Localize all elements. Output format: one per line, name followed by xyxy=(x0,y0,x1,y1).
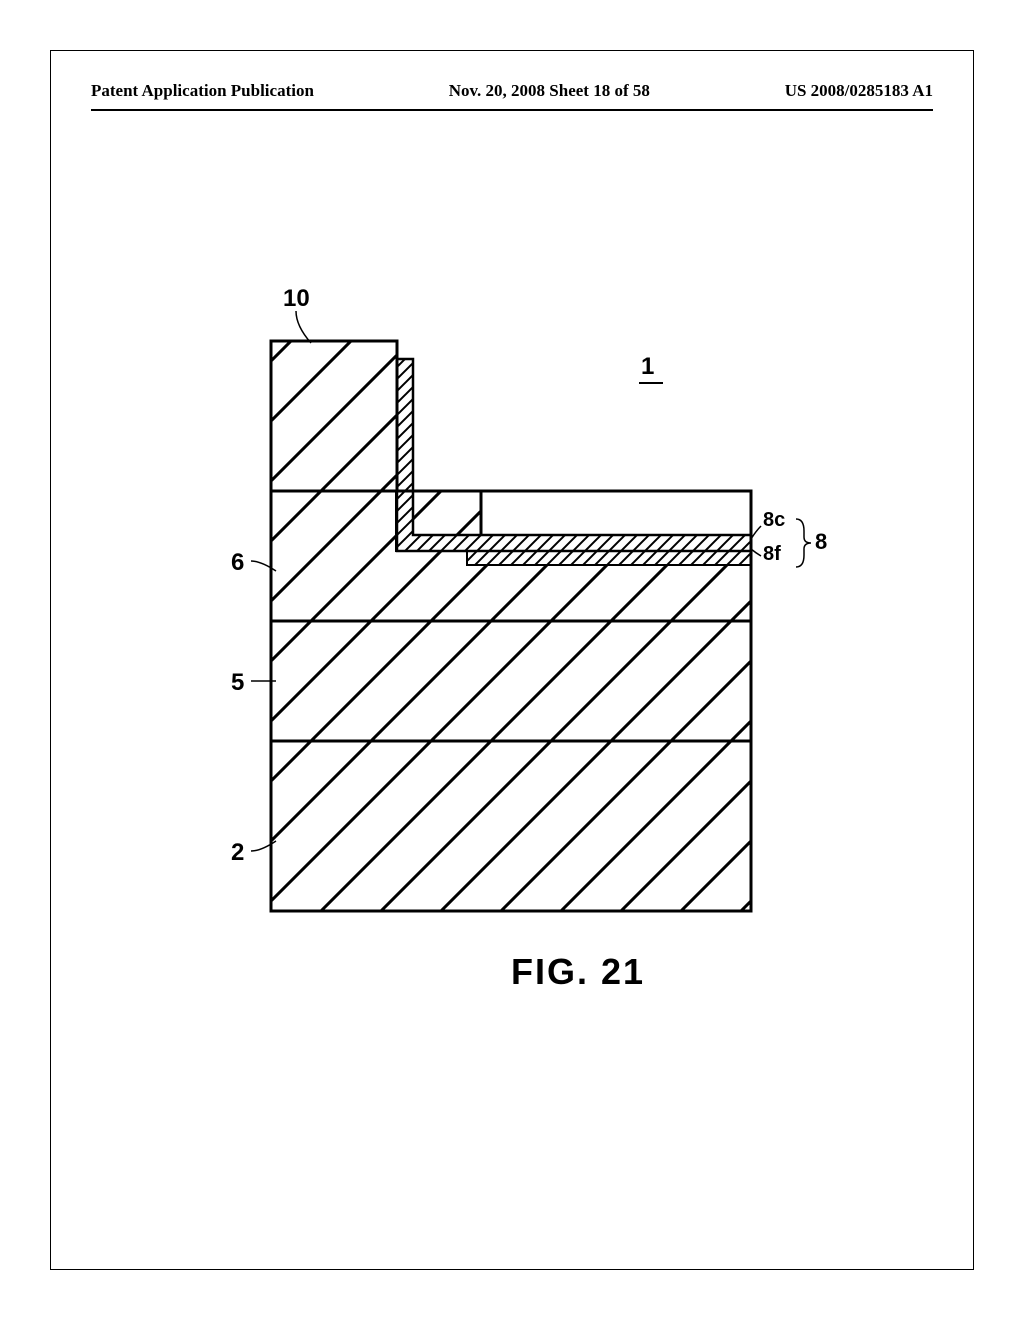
page-frame: Patent Application Publication Nov. 20, … xyxy=(50,50,974,1270)
label-8f: 8f xyxy=(763,543,781,566)
leader-10 xyxy=(296,311,311,343)
header: Patent Application Publication Nov. 20, … xyxy=(51,51,973,109)
label-8: 8 xyxy=(815,529,827,555)
label-6: 6 xyxy=(231,549,244,577)
layer-5 xyxy=(271,621,751,741)
label-2: 2 xyxy=(231,839,244,867)
figure-caption: FIG. 21 xyxy=(511,951,645,993)
header-right: US 2008/0285183 A1 xyxy=(785,81,933,101)
layer-2 xyxy=(271,741,751,911)
label-10: 10 xyxy=(283,285,310,313)
patent-figure: 10 6 5 2 1 8c 8f 8 FIG. 21 xyxy=(201,251,821,1051)
part-10 xyxy=(271,341,397,491)
header-left: Patent Application Publication xyxy=(91,81,314,101)
figure-svg xyxy=(201,251,821,1051)
label-1: 1 xyxy=(641,353,654,381)
brace-8 xyxy=(796,519,811,567)
label-8c: 8c xyxy=(763,509,785,532)
header-center: Nov. 20, 2008 Sheet 18 of 58 xyxy=(449,81,650,101)
label-5: 5 xyxy=(231,669,244,697)
header-rule xyxy=(91,109,933,111)
